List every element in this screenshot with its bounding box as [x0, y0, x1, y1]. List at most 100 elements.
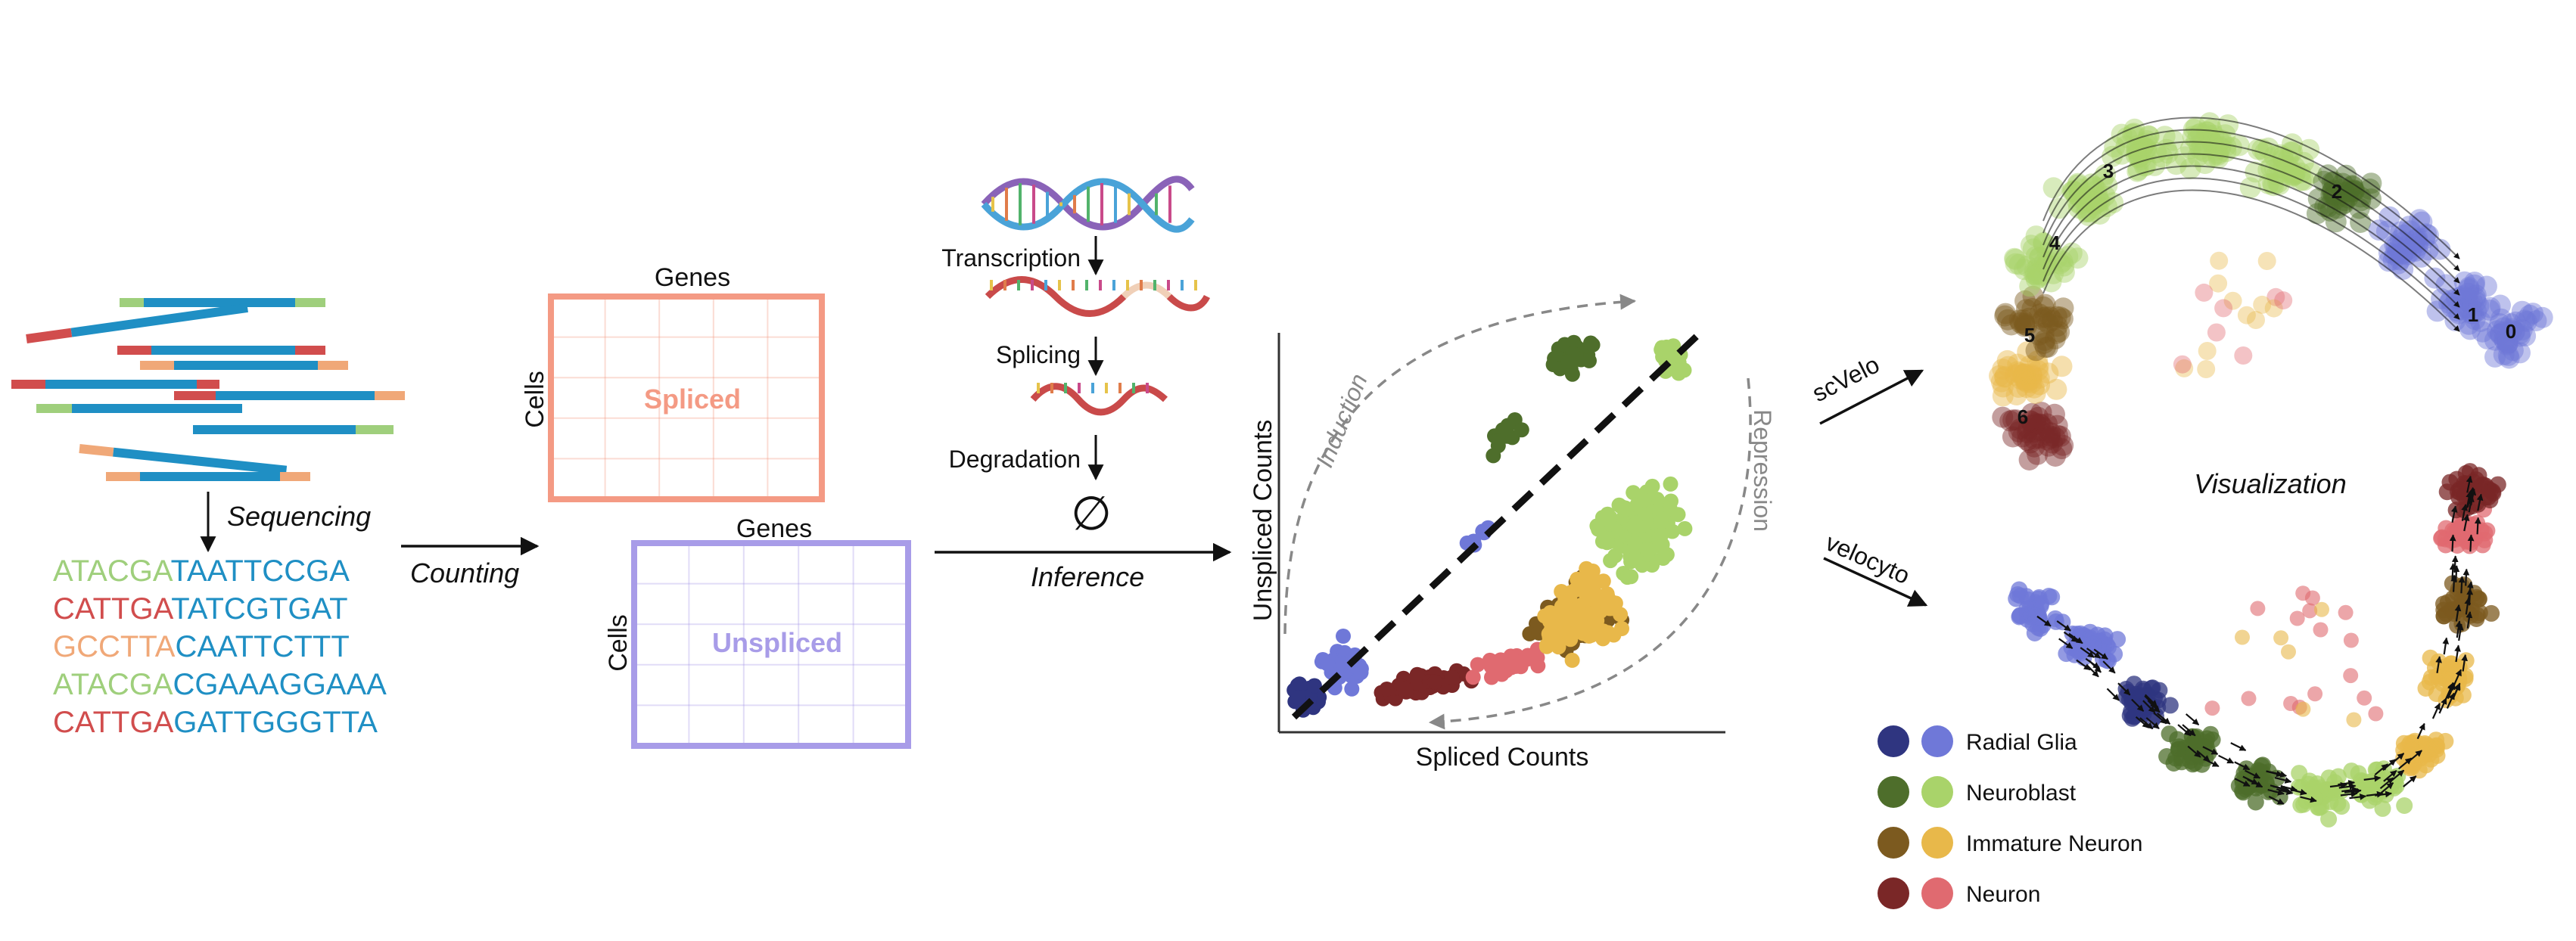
cell-dot [2314, 601, 2329, 617]
cell-dot [2215, 135, 2237, 157]
cell-dot [2161, 697, 2179, 714]
velocity-arrow [2461, 654, 2469, 672]
cell-dot [1623, 569, 1639, 585]
cell-dot [2465, 291, 2487, 312]
legend-swatch-dark [1878, 776, 1909, 808]
cell-dot [1538, 638, 1554, 654]
legend-swatch-light [1921, 725, 1953, 757]
velocity-arrow [2234, 778, 2251, 787]
velocity-arrow [2363, 775, 2382, 782]
cell-dot [2525, 310, 2547, 331]
legend-item: Neuron [1878, 877, 2040, 909]
x-axis-label: Spliced Counts [1416, 743, 1589, 772]
cell-dot [2214, 124, 2236, 146]
cell-dot [2503, 321, 2525, 343]
cell-dot [1427, 674, 1443, 690]
cell-dot [2307, 686, 2323, 702]
cell-dot [2028, 368, 2050, 389]
cell-dot [2522, 303, 2543, 325]
cell-dot [2014, 290, 2036, 312]
cell-dot [2518, 304, 2540, 326]
velocity-arrow [2374, 763, 2388, 776]
cell-dot [2004, 247, 2025, 269]
cell-dot [2025, 246, 2047, 268]
cluster-number-4: 4 [2049, 231, 2061, 254]
cell-dot [2235, 629, 2250, 645]
cell-dot [2174, 146, 2196, 168]
cell-dot [2014, 314, 2036, 336]
cell-dot [2045, 446, 2066, 467]
velocity-arrow [2476, 493, 2484, 511]
cell-dot [2133, 135, 2154, 157]
cell-dot [2080, 173, 2102, 195]
cell-dot [2132, 135, 2154, 157]
velocity-arrow [2300, 796, 2317, 803]
cell-dot [2046, 378, 2067, 400]
sequencing-read [140, 361, 348, 370]
cell-dot [2461, 303, 2483, 325]
cell-dot [2235, 784, 2252, 801]
cell-dot [2157, 142, 2179, 164]
cell-dot [2531, 306, 2553, 328]
cell-dot [2017, 430, 2038, 452]
cell-dot [2021, 599, 2039, 616]
cell-dot [2406, 227, 2428, 249]
cell-dot [2175, 359, 2194, 377]
cell-dot [2008, 376, 2030, 398]
cell-dot [2384, 244, 2406, 266]
phase-portrait: Spliced Counts Unspliced Counts Inductio… [1249, 293, 1776, 772]
cell-dot [2493, 317, 2515, 339]
cell-dot [2053, 261, 2075, 283]
cell-dot [2044, 427, 2066, 449]
cell-dot [2173, 355, 2192, 374]
cluster-labels: 0 1 2 3 4 5 6 [2018, 160, 2516, 428]
cell-dot [1570, 608, 1585, 624]
cell-dot [2388, 238, 2410, 259]
mature-mrna-icon [1030, 383, 1168, 416]
cell-dot [2458, 313, 2480, 335]
velocity-arrow [2131, 698, 2145, 712]
mrna-lifecycle: Transcription Splicing Degradation ∅ [941, 175, 1211, 540]
cell-dot [2018, 307, 2040, 329]
cell-dot [2264, 299, 2283, 318]
cell-dot [2051, 356, 2073, 377]
cell-dot [2247, 138, 2269, 160]
cell-dot [2005, 384, 2027, 405]
velocity-arrow [2397, 757, 2413, 770]
cell-dot [2016, 371, 2038, 393]
cell-dot [2033, 322, 2055, 344]
cell-dot [2196, 121, 2218, 143]
cell-dot [2027, 355, 2049, 377]
cell-dot [2028, 325, 2050, 346]
cell-dot [1495, 422, 1510, 438]
velocity-arrow [2056, 620, 2071, 632]
cell-dot [2446, 300, 2468, 322]
cell-dot [2025, 225, 2047, 247]
cell-dot [2086, 179, 2108, 201]
legend-item: Immature Neuron [1878, 827, 2142, 859]
cell-dot [2468, 295, 2490, 317]
cell-dot [1290, 690, 1306, 705]
cell-dot [2083, 194, 2105, 216]
cell-dot [2282, 164, 2304, 186]
cell-dot [2389, 249, 2411, 271]
cell-dot [2004, 364, 2026, 386]
cell-dot [2476, 328, 2498, 349]
velocity-arrow [2438, 697, 2447, 714]
cell-dot [2052, 250, 2074, 272]
cell-dot [2029, 413, 2051, 435]
cell-dot [1655, 551, 1671, 566]
cell-dot [2028, 427, 2050, 449]
legend-swatch-light [1921, 827, 1953, 859]
cell-dot [2077, 186, 2099, 207]
cell-dot [2317, 196, 2339, 218]
cell-dot [1639, 542, 1655, 557]
cell-dot [2015, 299, 2037, 321]
cell-dot [2030, 420, 2052, 442]
cell-dot [1627, 536, 1643, 551]
cell-dot [2053, 255, 2075, 277]
cell-dot [2044, 403, 2065, 425]
cell-dot [1566, 334, 1582, 350]
cell-dot [2008, 309, 2030, 331]
velocity-arrow [2274, 777, 2292, 784]
